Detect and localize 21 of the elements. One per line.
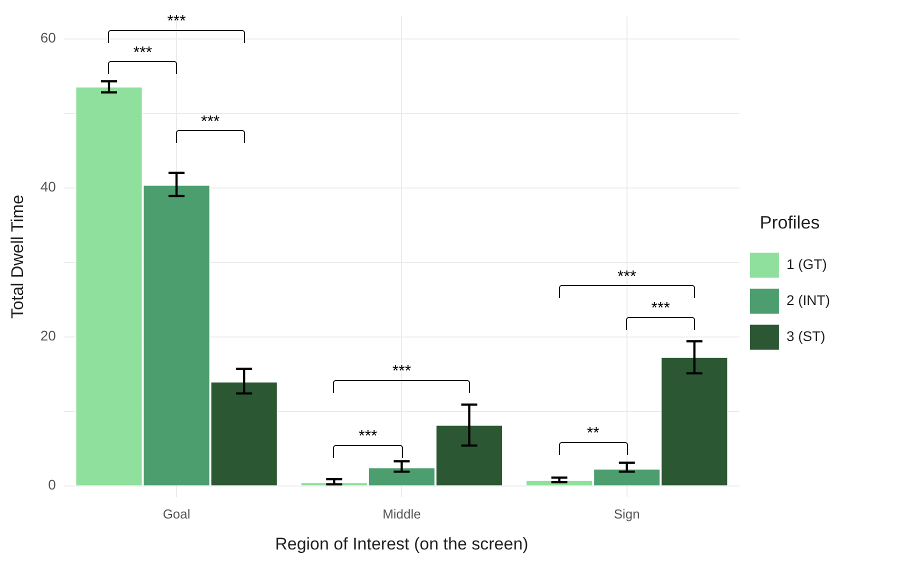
annotation: ***: [651, 300, 670, 317]
legend-label: 1 (GT): [786, 256, 827, 272]
annotation: ***: [133, 44, 152, 62]
annotation: ***: [200, 114, 220, 131]
y-tick-label: 0: [48, 476, 56, 493]
annotation: ***: [358, 428, 378, 445]
annotation: ***: [167, 12, 186, 30]
legend-title: Profiles: [760, 212, 820, 233]
y-tick-label: 40: [40, 178, 56, 195]
annotation: **: [586, 425, 600, 442]
annotation: ***: [618, 268, 636, 286]
x-axis-title: Region of Interest (on the screen): [275, 534, 528, 554]
y-tick-label: 20: [40, 328, 56, 344]
legend-label: 2 (INT): [786, 292, 830, 308]
x-tick-label: Goal: [162, 506, 190, 522]
legend-label: 3 (ST): [786, 328, 826, 344]
x-tick-label: Middle: [382, 506, 421, 522]
y-tick-label: 60: [40, 30, 56, 46]
x-tick-label: Sign: [614, 506, 640, 522]
annotation: ***: [392, 363, 412, 380]
y-axis-title: Total Dwell Time: [8, 194, 27, 319]
